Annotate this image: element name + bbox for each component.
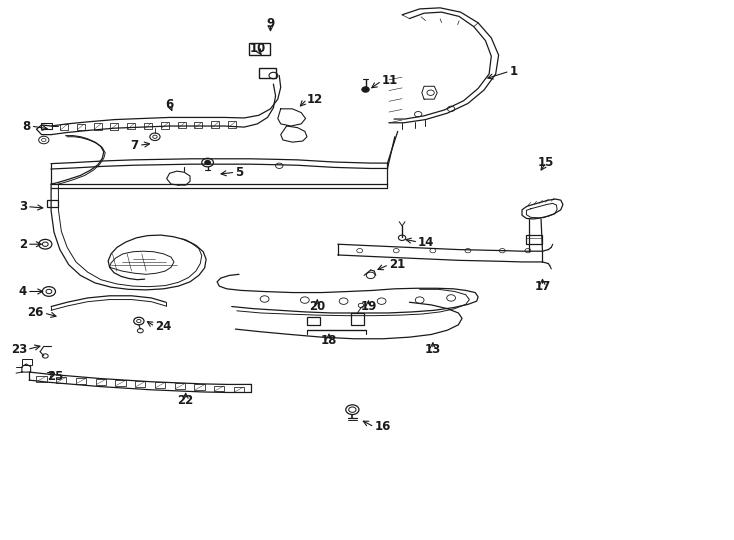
Text: 4: 4 bbox=[19, 285, 27, 298]
Text: 9: 9 bbox=[266, 17, 275, 30]
Bar bbox=[57, 377, 67, 383]
Bar bbox=[110, 123, 118, 130]
Bar bbox=[95, 379, 106, 385]
Bar bbox=[195, 122, 203, 128]
Text: 12: 12 bbox=[307, 93, 323, 106]
Text: 20: 20 bbox=[309, 300, 325, 313]
Text: 11: 11 bbox=[382, 75, 398, 87]
Bar bbox=[234, 387, 244, 393]
Text: 13: 13 bbox=[425, 343, 441, 356]
Text: 3: 3 bbox=[19, 200, 27, 213]
Bar bbox=[22, 359, 32, 364]
Text: 17: 17 bbox=[534, 280, 550, 293]
Circle shape bbox=[205, 160, 211, 165]
Bar bbox=[76, 378, 86, 384]
Bar bbox=[37, 376, 47, 382]
Bar bbox=[115, 380, 126, 386]
Text: 26: 26 bbox=[27, 307, 44, 320]
Text: 10: 10 bbox=[249, 42, 266, 55]
Circle shape bbox=[362, 87, 369, 92]
Text: 24: 24 bbox=[155, 320, 171, 333]
Text: 5: 5 bbox=[236, 166, 244, 179]
Bar bbox=[175, 383, 185, 389]
Bar bbox=[47, 200, 58, 207]
Bar bbox=[178, 122, 186, 129]
Text: 6: 6 bbox=[165, 98, 174, 111]
Bar bbox=[93, 123, 101, 130]
Text: 1: 1 bbox=[509, 65, 517, 78]
Text: 18: 18 bbox=[321, 334, 337, 347]
Bar bbox=[144, 123, 152, 129]
Bar bbox=[351, 313, 364, 325]
Bar bbox=[127, 123, 135, 129]
Text: 25: 25 bbox=[47, 370, 63, 383]
Text: 23: 23 bbox=[11, 343, 27, 356]
Bar bbox=[249, 43, 270, 55]
Bar bbox=[211, 122, 219, 128]
Text: 2: 2 bbox=[19, 238, 27, 251]
Text: 19: 19 bbox=[360, 300, 377, 313]
Bar bbox=[307, 317, 320, 325]
Bar bbox=[41, 123, 52, 129]
Text: 21: 21 bbox=[389, 258, 405, 271]
Bar bbox=[161, 122, 169, 129]
Bar bbox=[526, 234, 542, 244]
Bar bbox=[195, 384, 205, 390]
Text: 14: 14 bbox=[418, 235, 435, 248]
Bar bbox=[135, 381, 145, 387]
Text: 8: 8 bbox=[23, 119, 31, 132]
Text: 7: 7 bbox=[131, 139, 139, 152]
Text: 15: 15 bbox=[538, 156, 554, 169]
Bar bbox=[259, 68, 276, 78]
Bar bbox=[77, 124, 84, 130]
Bar bbox=[214, 386, 225, 392]
Bar bbox=[60, 124, 68, 130]
Bar bbox=[155, 382, 165, 388]
Bar bbox=[228, 121, 236, 127]
Text: 22: 22 bbox=[178, 394, 194, 407]
Text: 16: 16 bbox=[374, 420, 390, 434]
